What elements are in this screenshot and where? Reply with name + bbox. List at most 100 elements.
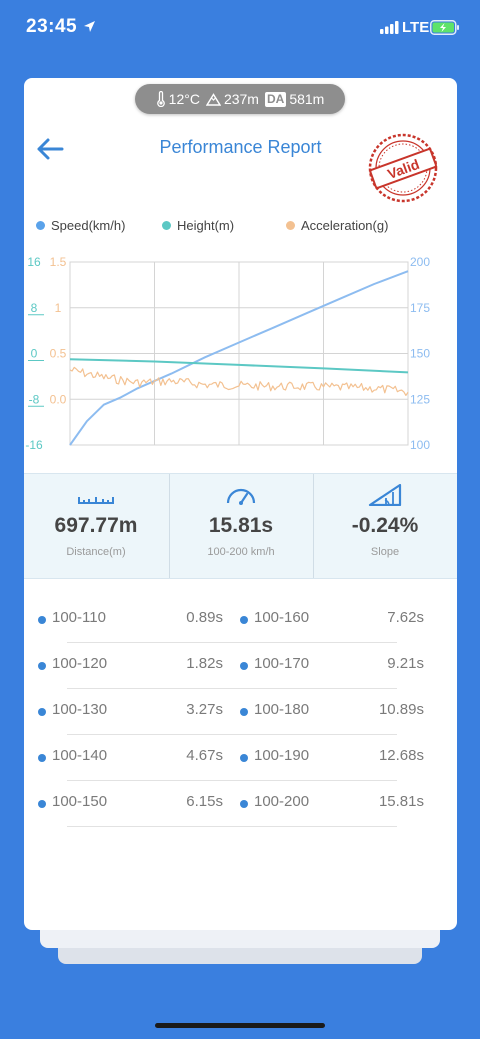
- legend-label: Height(m): [177, 218, 235, 233]
- split-time: 6.15s: [186, 793, 223, 810]
- home-indicator: [155, 1023, 325, 1028]
- battery-charging-icon: [430, 20, 459, 35]
- split-row: 100-130 3.27s 100-180 10.89s: [24, 689, 457, 735]
- acceleration-line: [69, 366, 409, 396]
- stat-distance: 697.77m Distance(m): [24, 474, 168, 578]
- legend-acceleration: Acceleration(g): [286, 218, 388, 233]
- slope-value: -0.24%: [351, 514, 419, 537]
- split-range: 100-120: [52, 655, 108, 672]
- split-row: 100-110 0.89s 100-160 7.62s: [24, 597, 457, 643]
- density-altitude-readout: DA 581m: [264, 91, 325, 107]
- split-range: 100-150: [52, 793, 108, 810]
- bullet-dot: [38, 616, 46, 624]
- network-type: LTE: [402, 19, 430, 36]
- acceleration-axis-tick: 1.5: [50, 255, 67, 269]
- divider: [313, 474, 314, 578]
- split-time: 4.67s: [186, 747, 223, 764]
- distance-label: Distance(m): [66, 546, 126, 558]
- speed-axis-tick: 100: [410, 438, 430, 452]
- distance-value: 697.77m: [54, 514, 138, 537]
- split-range: 100-110: [52, 609, 106, 626]
- split-time: 7.62s: [387, 609, 424, 626]
- height-axis-tick: -16: [25, 438, 43, 452]
- speed-line: [69, 270, 409, 446]
- legend-height: Height(m): [162, 218, 234, 233]
- speedometer-icon: [226, 488, 256, 505]
- slope-icon: [368, 484, 402, 506]
- performance-chart: 16 8 0 -8 -16 1.5 1 0.5 0.0 200 175 150 125 100: [25, 255, 430, 452]
- stat-slope: -0.24% Slope: [313, 474, 457, 578]
- location-arrow-icon: [84, 21, 95, 32]
- split-range: 100-190: [254, 747, 310, 764]
- height-axis-tick: 0: [31, 347, 38, 361]
- split-range: 100-140: [52, 747, 108, 764]
- split-time: 0.89s: [186, 609, 223, 626]
- divider: [169, 474, 170, 578]
- time-value: 15.81s: [208, 514, 274, 537]
- split-time: 9.21s: [387, 655, 424, 672]
- speed-axis-tick: 200: [410, 255, 430, 269]
- row-divider: [67, 688, 397, 689]
- page-title: Performance Report: [159, 137, 322, 157]
- row-divider: [67, 826, 397, 827]
- acceleration-axis-tick: 0.0: [50, 392, 67, 406]
- density-altitude-badge: DA: [264, 91, 287, 107]
- bullet-dot: [240, 708, 248, 716]
- stats-strip: 697.77m Distance(m) 15.81s 100-200 km/h …: [24, 473, 457, 579]
- bullet-dot: [240, 800, 248, 808]
- legend-label: Speed(km/h): [51, 218, 126, 233]
- split-range: 100-130: [52, 701, 108, 718]
- density-altitude-value: 581m: [289, 91, 325, 107]
- split-row: 100-150 6.15s 100-200 15.81s: [24, 781, 457, 827]
- acceleration-axis-tick: 0.5: [50, 347, 67, 361]
- legend-dot: [36, 221, 45, 230]
- speed-axis-tick: 125: [410, 392, 430, 406]
- acceleration-axis-tick: 1: [55, 301, 62, 315]
- split-range: 100-180: [254, 701, 310, 718]
- height-axis-tick: -8: [29, 392, 40, 406]
- thermometer-icon: [156, 91, 165, 107]
- split-row: 100-140 4.67s 100-190 12.68s: [24, 735, 457, 781]
- bullet-dot: [38, 754, 46, 762]
- altitude-readout: 237m: [205, 91, 259, 107]
- split-time: 1.82s: [186, 655, 223, 672]
- bullet-dot: [240, 754, 248, 762]
- back-arrow-icon[interactable]: [34, 134, 66, 164]
- split-range: 100-200: [254, 793, 310, 810]
- legend-speed: Speed(km/h): [36, 218, 125, 233]
- split-time: 10.89s: [378, 701, 424, 718]
- bullet-dot: [240, 616, 248, 624]
- legend-dot: [286, 221, 295, 230]
- height-axis-tick: 8: [31, 301, 38, 315]
- bullet-dot: [38, 708, 46, 716]
- height-line: [69, 358, 409, 374]
- speed-axis-tick: 150: [410, 347, 430, 361]
- report-card: 12°C 237m DA 581m Performance Report Val…: [24, 78, 457, 930]
- bullet-dot: [38, 800, 46, 808]
- split-row: 100-120 1.82s 100-170 9.21s: [24, 643, 457, 689]
- bullet-dot: [38, 662, 46, 670]
- signal-icon: [380, 21, 399, 34]
- temperature-readout: 12°C: [156, 91, 200, 107]
- row-divider: [67, 734, 397, 735]
- status-time: 23:45: [26, 16, 78, 37]
- height-axis-tick: 16: [27, 255, 41, 269]
- split-range: 100-170: [254, 655, 310, 672]
- valid-stamp-icon: Valid: [368, 133, 438, 203]
- mountain-icon: [205, 92, 221, 106]
- slope-label: Slope: [370, 546, 400, 558]
- split-range: 100-160: [254, 609, 310, 626]
- split-time: 15.81s: [378, 793, 424, 810]
- row-divider: [67, 780, 397, 781]
- bullet-dot: [240, 662, 248, 670]
- speed-axis-tick: 175: [410, 301, 430, 315]
- altitude-value: 237m: [223, 91, 259, 107]
- split-time: 12.68s: [378, 747, 424, 764]
- split-time: 3.27s: [186, 701, 223, 718]
- conditions-pill: 12°C 237m DA 581m: [135, 84, 345, 114]
- status-bar: 23:45 LTE: [0, 0, 480, 58]
- time-label: 100-200 km/h: [207, 546, 275, 558]
- legend-label: Acceleration(g): [301, 218, 389, 233]
- stat-time: 15.81s 100-200 km/h: [169, 474, 313, 578]
- ruler-icon: [78, 497, 114, 504]
